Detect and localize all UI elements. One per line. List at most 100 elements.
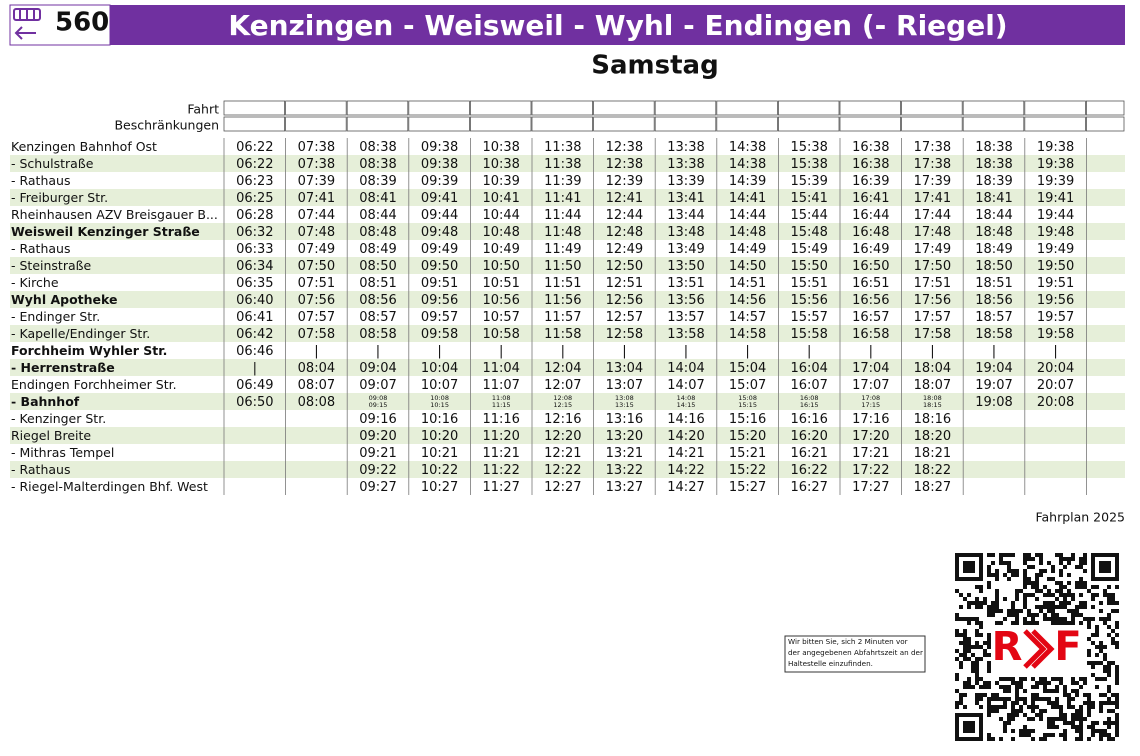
qr-module xyxy=(1067,701,1071,705)
qr-module xyxy=(991,573,995,577)
qr-module xyxy=(1091,673,1095,677)
time: 13:21 xyxy=(606,446,643,461)
time: 18:16 xyxy=(914,412,951,427)
qr-module xyxy=(1075,585,1079,589)
header-bar xyxy=(10,5,1125,45)
head-cell xyxy=(531,116,593,132)
qr-module xyxy=(979,737,983,741)
time: 10:38 xyxy=(482,140,519,155)
time: 11:38 xyxy=(544,157,581,172)
qr-module xyxy=(991,705,995,709)
time: 17:58 xyxy=(914,327,951,342)
time: | xyxy=(622,344,626,359)
qr-module xyxy=(1071,593,1075,597)
qr-module xyxy=(1023,621,1027,625)
time: 09:58 xyxy=(421,327,458,342)
qr-module xyxy=(1111,737,1115,741)
time: 18:21 xyxy=(914,446,951,461)
qr-module xyxy=(999,737,1003,741)
qr-module xyxy=(987,709,991,713)
qr-module xyxy=(999,553,1003,557)
qr-module xyxy=(1031,593,1035,597)
qr-module xyxy=(1059,677,1063,681)
time: 11:50 xyxy=(544,259,581,274)
qr-module xyxy=(1115,553,1119,557)
qr-module xyxy=(1055,725,1059,729)
qr-module xyxy=(1023,601,1027,605)
qr-module xyxy=(1087,625,1091,629)
qr-module xyxy=(1095,625,1099,629)
qr-module xyxy=(1055,605,1059,609)
qr-module xyxy=(1003,617,1007,621)
qr-module xyxy=(979,645,983,649)
qr-module xyxy=(1115,693,1119,697)
qr-module xyxy=(1071,721,1075,725)
qr-module xyxy=(1003,689,1007,693)
qr-module xyxy=(1083,585,1087,589)
time: 14:21 xyxy=(667,446,704,461)
qr-module xyxy=(1111,709,1115,713)
qr-module xyxy=(995,597,999,601)
qr-module xyxy=(975,661,979,665)
qr-module xyxy=(959,605,963,609)
time: 18:51 xyxy=(975,276,1012,291)
time: 15:20 xyxy=(729,429,766,444)
qr-module xyxy=(963,693,967,697)
qr-module xyxy=(1079,577,1083,581)
qr-module xyxy=(1063,617,1067,621)
qr-module xyxy=(1035,573,1039,577)
qr-module xyxy=(1107,601,1111,605)
qr-module xyxy=(955,569,959,573)
time-small: 12:15 xyxy=(553,401,572,409)
qr-module xyxy=(1079,713,1083,717)
qr-module xyxy=(1023,733,1027,737)
time: 14:22 xyxy=(667,463,704,478)
qr-module xyxy=(1099,693,1103,697)
qr-module xyxy=(983,681,987,685)
qr-module xyxy=(1063,605,1067,609)
qr-module xyxy=(1111,597,1115,601)
qr-module xyxy=(1051,605,1055,609)
qr-module xyxy=(1039,681,1043,685)
qr-module xyxy=(1043,593,1047,597)
head-cell xyxy=(346,116,409,132)
qr-module xyxy=(1003,721,1007,725)
qr-module xyxy=(959,641,963,645)
qr-module xyxy=(987,661,991,665)
qr-module xyxy=(1035,685,1039,689)
qr-module xyxy=(967,577,971,581)
head-cell xyxy=(1086,116,1125,132)
qr-module xyxy=(967,637,971,641)
time: 16:20 xyxy=(790,429,827,444)
time: 06:50 xyxy=(236,395,273,410)
qr-module xyxy=(967,645,971,649)
qr-module xyxy=(1103,645,1107,649)
time: 09:41 xyxy=(421,191,458,206)
qr-module xyxy=(1107,569,1111,573)
time: 18:39 xyxy=(975,174,1012,189)
qr-module xyxy=(1015,593,1019,597)
qr-module xyxy=(1071,617,1075,621)
qr-module xyxy=(1107,617,1111,621)
time: 14:39 xyxy=(729,174,766,189)
time: 16:21 xyxy=(790,446,827,461)
qr-module xyxy=(1035,693,1039,697)
time: 16:38 xyxy=(852,140,889,155)
qr-module xyxy=(1043,617,1047,621)
qr-module xyxy=(983,597,987,601)
qr-module xyxy=(1051,609,1055,613)
qr-module xyxy=(1043,709,1047,713)
qr-module xyxy=(1063,713,1067,717)
qr-module xyxy=(1091,729,1095,733)
qr-module xyxy=(1115,625,1119,629)
qr-module xyxy=(1035,613,1039,617)
head-cell xyxy=(285,116,347,132)
time: 09:38 xyxy=(421,157,458,172)
qr-module xyxy=(979,729,983,733)
qr-module xyxy=(1115,729,1119,733)
qr-module xyxy=(991,601,995,605)
time: 12:16 xyxy=(544,412,581,427)
time: 12:41 xyxy=(606,191,643,206)
time: 19:38 xyxy=(1037,157,1074,172)
qr-module xyxy=(1063,565,1067,569)
